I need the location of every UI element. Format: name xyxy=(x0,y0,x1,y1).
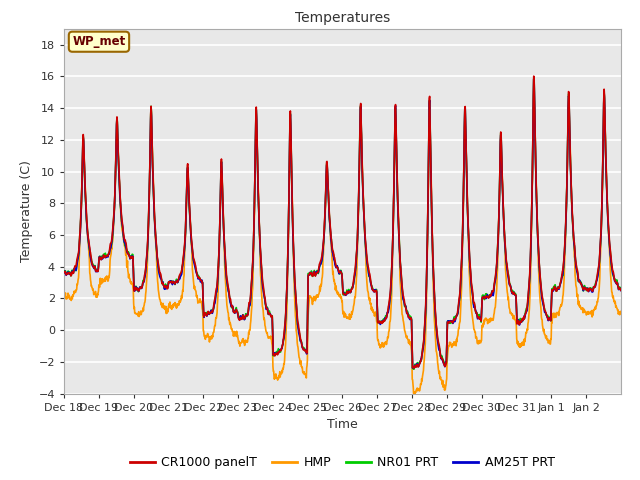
NR01 PRT xyxy=(328,241,335,247)
HMP xyxy=(410,393,417,398)
Text: WP_met: WP_met xyxy=(72,35,125,48)
NR01 PRT xyxy=(474,314,482,320)
HMP xyxy=(530,92,538,97)
Line: HMP: HMP xyxy=(64,95,621,396)
Y-axis label: Temperature (C): Temperature (C) xyxy=(20,160,33,262)
HMP xyxy=(317,283,325,289)
CR1000 panelT xyxy=(328,240,335,246)
Title: Temperatures: Temperatures xyxy=(295,11,390,25)
AM25T PRT xyxy=(617,288,625,293)
CR1000 panelT xyxy=(60,269,68,275)
CR1000 panelT xyxy=(317,257,325,263)
Line: AM25T PRT: AM25T PRT xyxy=(64,79,621,368)
HMP xyxy=(617,309,625,314)
HMP xyxy=(147,115,155,120)
HMP xyxy=(60,292,68,298)
NR01 PRT xyxy=(147,103,155,109)
Line: NR01 PRT: NR01 PRT xyxy=(64,79,621,369)
CR1000 panelT xyxy=(474,314,482,320)
CR1000 panelT xyxy=(611,276,618,282)
NR01 PRT xyxy=(60,268,68,274)
HMP xyxy=(611,299,618,305)
AM25T PRT xyxy=(328,243,335,249)
NR01 PRT xyxy=(410,366,418,372)
NR01 PRT xyxy=(556,282,564,288)
AM25T PRT xyxy=(474,315,482,321)
AM25T PRT xyxy=(60,270,68,276)
NR01 PRT xyxy=(530,76,538,82)
CR1000 panelT xyxy=(410,365,418,371)
AM25T PRT xyxy=(556,283,564,288)
Line: CR1000 panelT: CR1000 panelT xyxy=(64,76,621,368)
AM25T PRT xyxy=(530,76,538,82)
CR1000 panelT xyxy=(617,288,625,293)
HMP xyxy=(474,341,482,347)
NR01 PRT xyxy=(611,276,618,281)
CR1000 panelT xyxy=(530,73,538,79)
AM25T PRT xyxy=(147,108,155,113)
AM25T PRT xyxy=(409,365,417,371)
HMP xyxy=(556,305,564,311)
AM25T PRT xyxy=(611,276,618,282)
CR1000 panelT xyxy=(147,103,155,109)
Legend: CR1000 panelT, HMP, NR01 PRT, AM25T PRT: CR1000 panelT, HMP, NR01 PRT, AM25T PRT xyxy=(125,451,560,474)
NR01 PRT xyxy=(617,286,625,292)
CR1000 panelT xyxy=(556,282,564,288)
AM25T PRT xyxy=(317,260,325,265)
HMP xyxy=(328,249,335,255)
X-axis label: Time: Time xyxy=(327,418,358,431)
NR01 PRT xyxy=(317,260,325,266)
